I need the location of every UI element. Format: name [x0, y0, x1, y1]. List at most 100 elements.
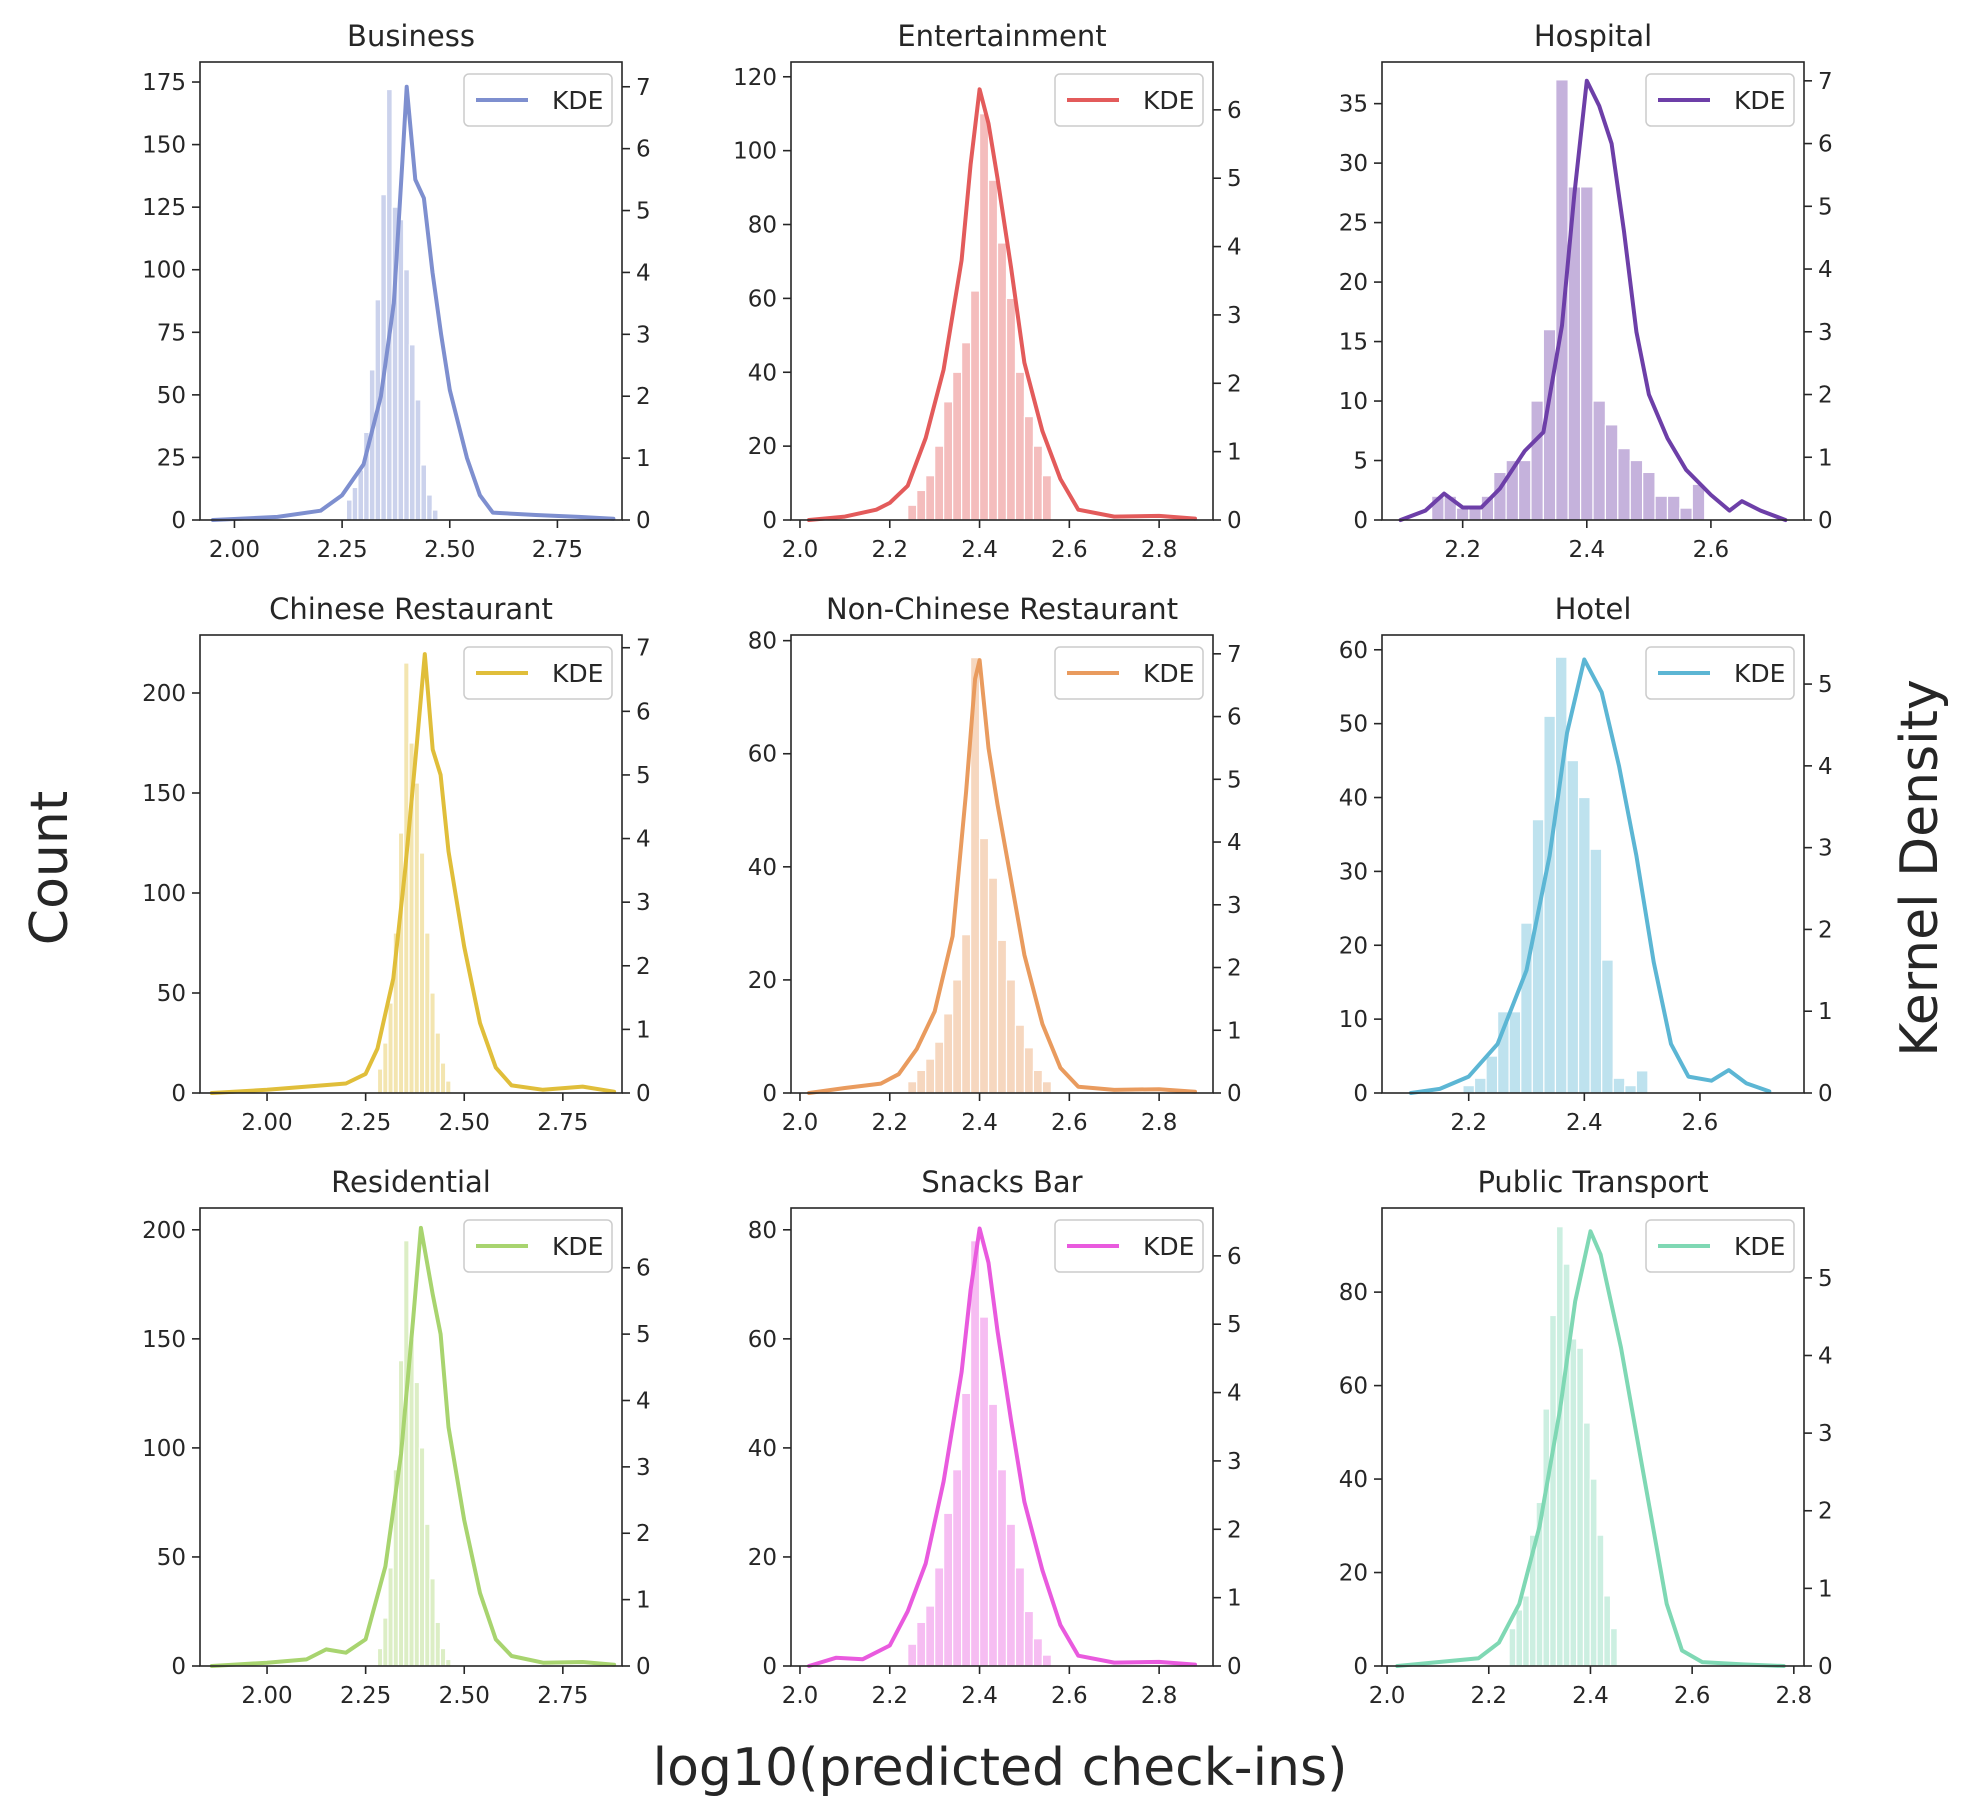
y2-tick-label: 0: [636, 508, 651, 534]
legend-box: [463, 646, 613, 700]
y2-tick-label: 1: [1818, 999, 1833, 1025]
histogram-bar: [1530, 400, 1544, 521]
histogram-bar: [424, 1523, 431, 1667]
axes-frame: [1381, 61, 1805, 521]
legend-box: [1645, 646, 1795, 700]
histogram-bar: [987, 877, 999, 1094]
subplot: 0 50 100 150 200 0 1 2 3 4 5 6 7 2.00 2.25 2.50 2.75 Chin…: [142, 592, 651, 1136]
subplot: 0 20 40 60 80 0 1 2 3 4 5 2.0 2.2 2.4 2.6 2.8 Public Tra…: [1339, 1165, 1833, 1709]
histogram-bar: [1612, 1077, 1626, 1094]
histogram-bar: [387, 1002, 394, 1094]
x-tick-label: 2.4: [1572, 1683, 1609, 1709]
y-tick-label: 10: [1339, 389, 1368, 415]
histogram-bar: [916, 1069, 927, 1094]
y2-tick-label: 1: [636, 446, 651, 472]
x-tick-label: 2.2: [1444, 537, 1481, 563]
y2-tick-label: 3: [1818, 320, 1833, 346]
y2-tick-label: 4: [1818, 1343, 1833, 1369]
y-tick-label: 60: [1339, 638, 1368, 664]
histogram-bar: [960, 934, 972, 1094]
histogram-bar: [943, 1512, 954, 1667]
y-tick-label: 20: [1339, 1561, 1368, 1587]
y-tick-label: 20: [748, 1545, 777, 1571]
legend-label: KDE: [552, 659, 603, 688]
histogram-bar: [1542, 1408, 1551, 1667]
y2-tick-label: 2: [1818, 1499, 1833, 1525]
y-tick-label: 25: [1339, 211, 1368, 237]
subplot: 0 25 50 75 100 125 150 175 0 1 2 3 4 5 6 7 2.00 2.25 2.50 2…: [142, 19, 651, 563]
histogram-bar: [408, 1338, 415, 1667]
histogram-bar: [952, 371, 963, 521]
legend-label: KDE: [1143, 86, 1194, 115]
subplot-title: Snacks Bar: [921, 1165, 1082, 1199]
y-tick-label: 20: [1339, 933, 1368, 959]
y2-tick-label: 6: [636, 137, 651, 163]
y2-tick-label: 4: [636, 827, 651, 853]
histogram-bar: [387, 1567, 394, 1667]
histogram-bar: [445, 1658, 452, 1667]
x-tick-label: 2.2: [871, 1683, 908, 1709]
axes-frame: [199, 634, 623, 1094]
x-tick-label: 2.6: [1693, 537, 1730, 563]
y-tick-label: 0: [171, 1654, 186, 1680]
y-tick-label: 20: [1339, 270, 1368, 296]
histogram-bar: [925, 475, 936, 521]
axes-frame: [1381, 634, 1805, 1094]
y2-tick-label: 6: [1227, 705, 1242, 731]
y2-tick-label: 0: [1227, 1654, 1242, 1680]
x-tick-label: 2.8: [1141, 537, 1178, 563]
histogram-bar: [943, 1013, 954, 1094]
histogram-bar: [934, 1041, 945, 1094]
y-tick-label: 0: [762, 1654, 777, 1680]
legend-label: KDE: [1734, 86, 1785, 115]
x-tick-label: 2.00: [241, 1110, 292, 1136]
histogram-bar: [925, 1605, 936, 1667]
y2-tick-label: 5: [1818, 1266, 1833, 1292]
histogram-bar: [934, 445, 945, 521]
y2-tick-label: 1: [1818, 1576, 1833, 1602]
y2-tick-label: 7: [1227, 642, 1242, 668]
y2-tick-label: 2: [1818, 383, 1833, 409]
histogram-bar: [1576, 1347, 1585, 1667]
histogram-bar: [382, 1617, 389, 1667]
y-tick-label: 100: [142, 258, 186, 284]
y2-tick-label: 6: [1227, 98, 1242, 124]
y-tick-label: 40: [1339, 1467, 1368, 1493]
y-tick-label: 0: [762, 508, 777, 534]
histogram-bar: [1032, 445, 1044, 521]
histogram-bar: [357, 469, 365, 521]
y-tick-label: 0: [1353, 1081, 1368, 1107]
histogram-bar: [1531, 819, 1545, 1094]
histogram-bar: [1468, 507, 1482, 521]
histogram-bar: [1601, 959, 1614, 1094]
legend-label: KDE: [1143, 659, 1194, 688]
y2-tick-label: 7: [1818, 69, 1833, 95]
y-tick-label: 40: [1339, 786, 1368, 812]
histogram-bar: [1679, 507, 1693, 521]
histogram-bar: [1508, 1628, 1517, 1667]
histogram-bar: [434, 1032, 442, 1094]
y2-tick-label: 3: [1227, 893, 1242, 919]
axes-frame: [790, 1207, 1214, 1667]
y2-tick-label: 5: [1818, 194, 1833, 220]
y2-tick-label: 5: [636, 763, 651, 789]
x-tick-label: 2.0: [782, 537, 819, 563]
y-tick-label: 60: [748, 286, 777, 312]
histogram-bar: [987, 179, 999, 521]
legend-box: [1054, 646, 1204, 700]
histogram-bar: [943, 401, 954, 521]
y-tick-label: 60: [1339, 1374, 1368, 1400]
y2-tick-label: 0: [1227, 508, 1242, 534]
y2-tick-label: 0: [636, 1081, 651, 1107]
histogram-bar: [345, 499, 353, 521]
y-tick-label: 75: [157, 320, 186, 346]
right-y-axis-label: Kernel Density: [1890, 679, 1950, 1057]
y2-tick-label: 4: [1227, 235, 1242, 261]
y2-tick-label: 4: [1227, 1381, 1242, 1407]
x-tick-label: 2.50: [424, 537, 475, 563]
y-tick-label: 150: [142, 1327, 186, 1353]
y-tick-label: 50: [157, 981, 186, 1007]
histogram-bar: [429, 1578, 436, 1667]
y2-tick-label: 2: [636, 384, 651, 410]
